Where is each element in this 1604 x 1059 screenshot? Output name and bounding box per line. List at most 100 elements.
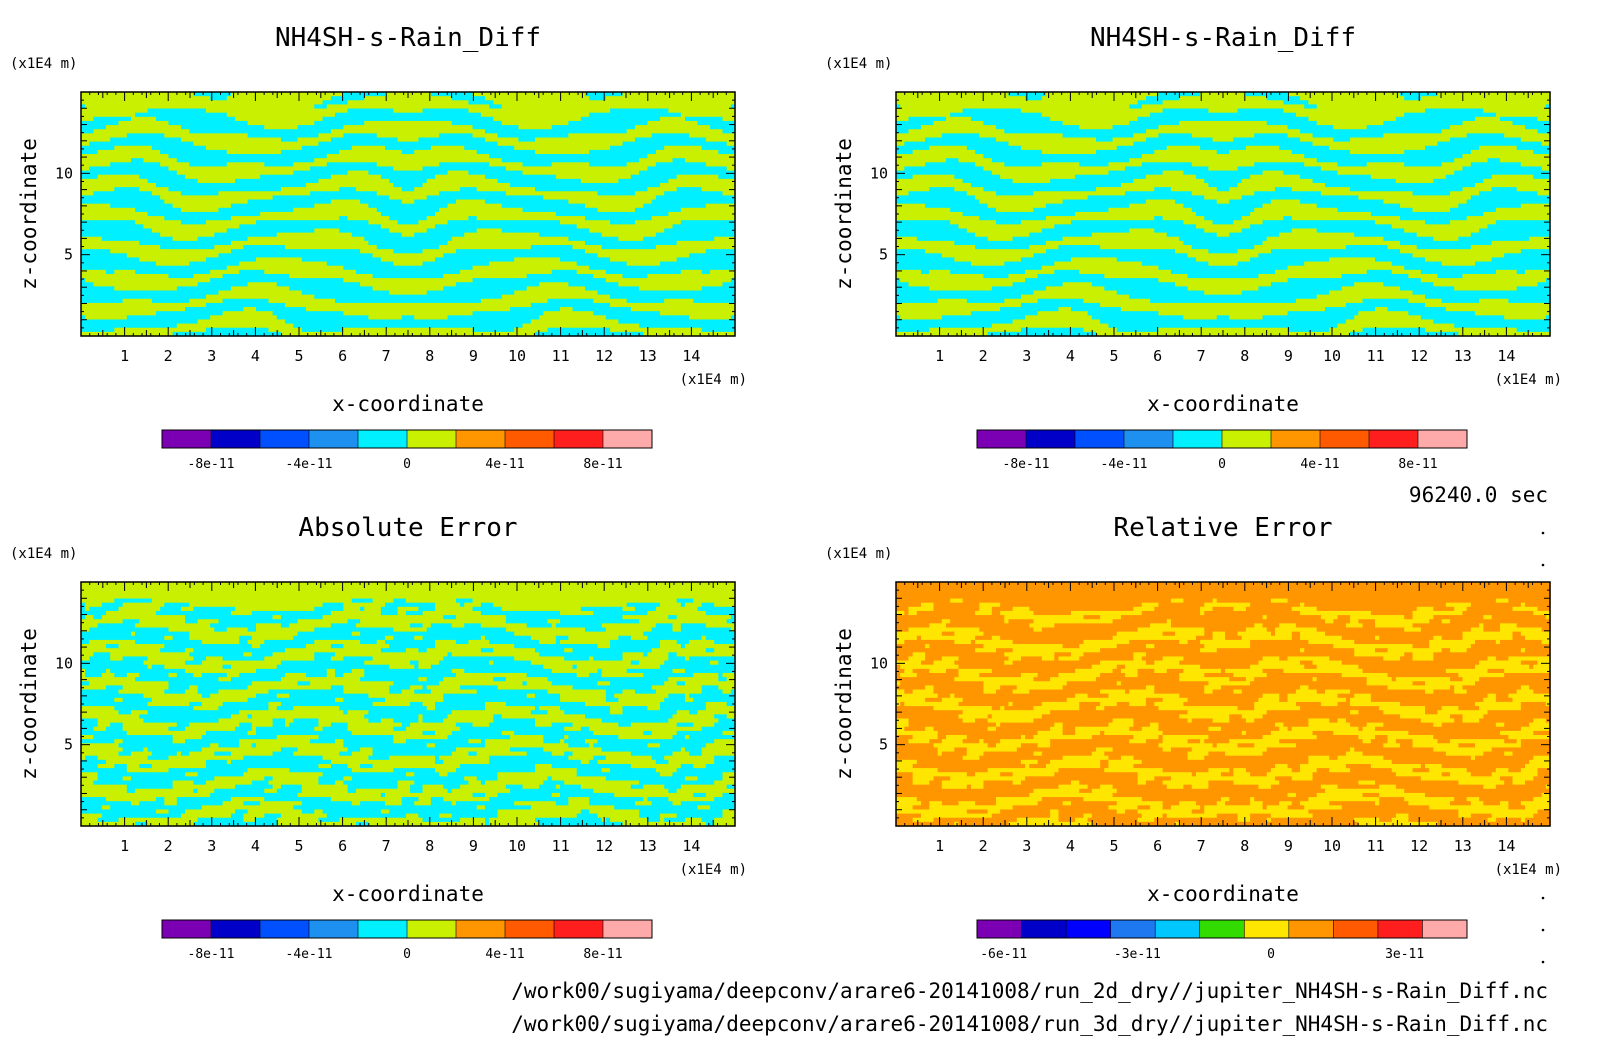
heatmap-cell — [1541, 639, 1551, 645]
heatmap-cell — [1520, 648, 1526, 653]
heatmap-cell — [472, 125, 519, 130]
x-tick-label: 2 — [164, 837, 173, 855]
heatmap-cell — [560, 307, 574, 312]
heatmap-cell — [1429, 619, 1443, 624]
heatmap-cell — [1450, 739, 1505, 744]
heatmap-cell — [601, 232, 657, 238]
heatmap-cell — [1041, 627, 1139, 633]
heatmap-cell — [1433, 689, 1455, 695]
heatmap-cell — [489, 154, 649, 159]
heatmap-cell — [1145, 660, 1155, 666]
heatmap-cell — [1170, 776, 1276, 782]
heatmap-cell — [933, 689, 985, 695]
heatmap-cell — [564, 739, 586, 744]
heatmap-cell — [1316, 689, 1326, 695]
heatmap-cell — [343, 311, 474, 316]
x-tick-label: 3 — [1022, 837, 1031, 855]
x-tick-label: 9 — [469, 347, 478, 365]
heatmap-cell — [1070, 257, 1118, 263]
heatmap-cell — [1495, 639, 1501, 645]
x-axis-label: x-coordinate — [332, 392, 484, 416]
heatmap-cell — [685, 776, 699, 782]
heatmap-cell — [1062, 722, 1110, 728]
heatmap-cell — [896, 261, 972, 267]
heatmap-cell — [255, 307, 307, 312]
heatmap-cell — [551, 125, 636, 130]
heatmap-cell — [916, 672, 960, 678]
heatmap-cell — [1525, 269, 1551, 275]
heatmap-cell — [1275, 269, 1368, 275]
heatmap-cell — [1250, 224, 1393, 230]
heatmap-cell — [722, 191, 736, 196]
heatmap-cell — [1041, 265, 1160, 271]
heatmap-cell — [589, 112, 682, 118]
heatmap-cell — [360, 606, 365, 612]
heatmap-cell — [530, 319, 619, 325]
heatmap-cell — [1320, 191, 1414, 196]
heatmap-cell — [81, 92, 195, 97]
x-tick-label: 6 — [1153, 837, 1162, 855]
heatmap-cell — [896, 631, 943, 637]
heatmap-cell — [1129, 739, 1147, 744]
heatmap-cell — [933, 817, 1018, 823]
heatmap-cell — [597, 644, 611, 649]
heatmap-cell — [1054, 652, 1072, 658]
heatmap-cell — [920, 660, 935, 666]
heatmap-cell — [251, 635, 295, 641]
heatmap-cell — [522, 162, 553, 168]
heatmap-cell — [676, 730, 724, 736]
heatmap-cell — [896, 125, 922, 130]
heatmap-cell — [339, 149, 403, 155]
heatmap-cell — [472, 133, 499, 139]
heatmap-cell — [560, 639, 611, 645]
heatmap-cell — [505, 701, 586, 707]
heatmap-cell — [480, 298, 549, 304]
heatmap-cell — [1112, 668, 1122, 674]
heatmap-cell — [626, 602, 661, 608]
heatmap-cell — [1137, 776, 1155, 782]
heatmap-cell — [1520, 137, 1551, 143]
heatmap-cell — [1133, 735, 1160, 740]
heatmap-cell — [705, 706, 736, 711]
heatmap-cell — [896, 602, 922, 608]
heatmap-cell — [1012, 639, 1085, 645]
heatmap-cell — [672, 714, 715, 720]
heatmap-cell — [896, 290, 1035, 296]
heatmap-cell — [896, 615, 1005, 620]
heatmap-cell — [322, 602, 345, 608]
heatmap-cell — [1016, 685, 1064, 691]
heatmap-cell — [1441, 162, 1472, 168]
heatmap-cell — [975, 772, 1001, 777]
heatmap-cell — [1287, 598, 1497, 604]
heatmap-cell — [668, 677, 719, 682]
heatmap-cell — [105, 125, 182, 130]
heatmap-cell — [530, 805, 615, 811]
heatmap-cell — [1158, 311, 1289, 316]
heatmap-cell — [451, 730, 503, 736]
heatmap-cell — [401, 689, 415, 695]
heatmap-cell — [1025, 776, 1139, 782]
heatmap-cell — [493, 100, 736, 106]
heatmap-cell — [276, 817, 320, 823]
heatmap-cell — [1041, 797, 1085, 802]
heatmap-cell — [1404, 615, 1414, 620]
heatmap-cell — [485, 739, 544, 744]
heatmap-cell — [430, 801, 453, 806]
heatmap-cell — [380, 610, 399, 616]
heatmap-cell — [185, 668, 257, 674]
heatmap-cell — [1437, 273, 1464, 279]
heatmap-cell — [1187, 253, 1260, 259]
heatmap-cell — [455, 199, 486, 205]
heatmap-cell — [580, 809, 590, 815]
heatmap-cell — [1504, 739, 1518, 744]
heatmap-cell — [1504, 780, 1514, 786]
x-tick-label: 8 — [1240, 347, 1249, 365]
heatmap-cell — [945, 158, 960, 163]
heatmap-cell — [1100, 615, 1122, 620]
heatmap-cell — [1262, 735, 1318, 740]
heatmap-cell — [1133, 133, 1160, 139]
heatmap-cell — [1387, 672, 1459, 678]
heatmap-cell — [1462, 635, 1514, 641]
heatmap-cell — [455, 282, 540, 287]
heatmap-cell — [585, 714, 674, 720]
